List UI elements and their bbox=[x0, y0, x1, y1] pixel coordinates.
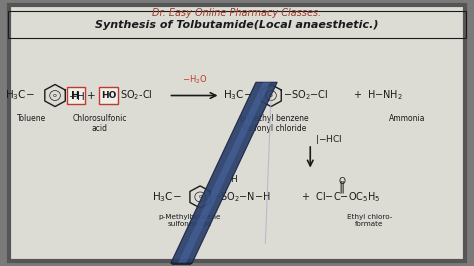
Text: H: H bbox=[230, 175, 237, 184]
Text: H$_3$C$-$: H$_3$C$-$ bbox=[152, 190, 182, 204]
Text: $-$SO$_2$$-$N$-$H: $-$SO$_2$$-$N$-$H bbox=[212, 190, 271, 204]
Text: HO: HO bbox=[101, 91, 116, 100]
Text: p-Methylbenzene
sulfonamide: p-Methylbenzene sulfonamide bbox=[158, 214, 221, 227]
Text: H$_3$C$-$: H$_3$C$-$ bbox=[223, 89, 253, 102]
Text: ‖: ‖ bbox=[339, 180, 345, 193]
Text: $\vert$$-$HCl: $\vert$$-$HCl bbox=[315, 133, 342, 146]
Text: Dr. Easy Online Pharmacy Classes.: Dr. Easy Online Pharmacy Classes. bbox=[152, 8, 322, 18]
Text: Ammonia: Ammonia bbox=[389, 114, 425, 123]
Text: +: + bbox=[87, 90, 95, 101]
Text: $+$  Cl$-$C$-$OC$_5$H$_5$: $+$ Cl$-$C$-$OC$_5$H$_5$ bbox=[301, 190, 380, 204]
Text: H: H bbox=[72, 90, 80, 101]
Bar bbox=[99, 87, 118, 104]
Text: $-$SO$_2$$-$Cl: $-$SO$_2$$-$Cl bbox=[283, 89, 329, 102]
Polygon shape bbox=[171, 82, 277, 263]
Polygon shape bbox=[171, 263, 192, 266]
Polygon shape bbox=[178, 82, 270, 263]
Text: $-$H$_2$O: $-$H$_2$O bbox=[182, 73, 207, 86]
Text: Ethyl chloro-
formate: Ethyl chloro- formate bbox=[346, 214, 392, 227]
Text: $+$  H$-$NH$_2$: $+$ H$-$NH$_2$ bbox=[353, 89, 402, 102]
Text: O: O bbox=[338, 177, 346, 186]
Text: o: o bbox=[269, 93, 273, 98]
Text: o: o bbox=[53, 93, 57, 98]
Text: o: o bbox=[198, 194, 202, 200]
Text: $-$H: $-$H bbox=[68, 90, 85, 102]
Bar bbox=[67, 87, 85, 104]
Text: SO$_2$-Cl: SO$_2$-Cl bbox=[120, 89, 153, 102]
Text: H$_3$C$-$: H$_3$C$-$ bbox=[5, 89, 35, 102]
Text: Toluene: Toluene bbox=[17, 114, 46, 123]
Text: Chlorosulfonic
acid: Chlorosulfonic acid bbox=[73, 114, 127, 134]
Bar bbox=[8, 11, 466, 38]
Text: p-Methyl benzene
sulfonyl chloride: p-Methyl benzene sulfonyl chloride bbox=[240, 114, 309, 134]
Text: Synthesis of Tolbutamide(Local anaesthetic.): Synthesis of Tolbutamide(Local anaesthet… bbox=[95, 20, 379, 30]
